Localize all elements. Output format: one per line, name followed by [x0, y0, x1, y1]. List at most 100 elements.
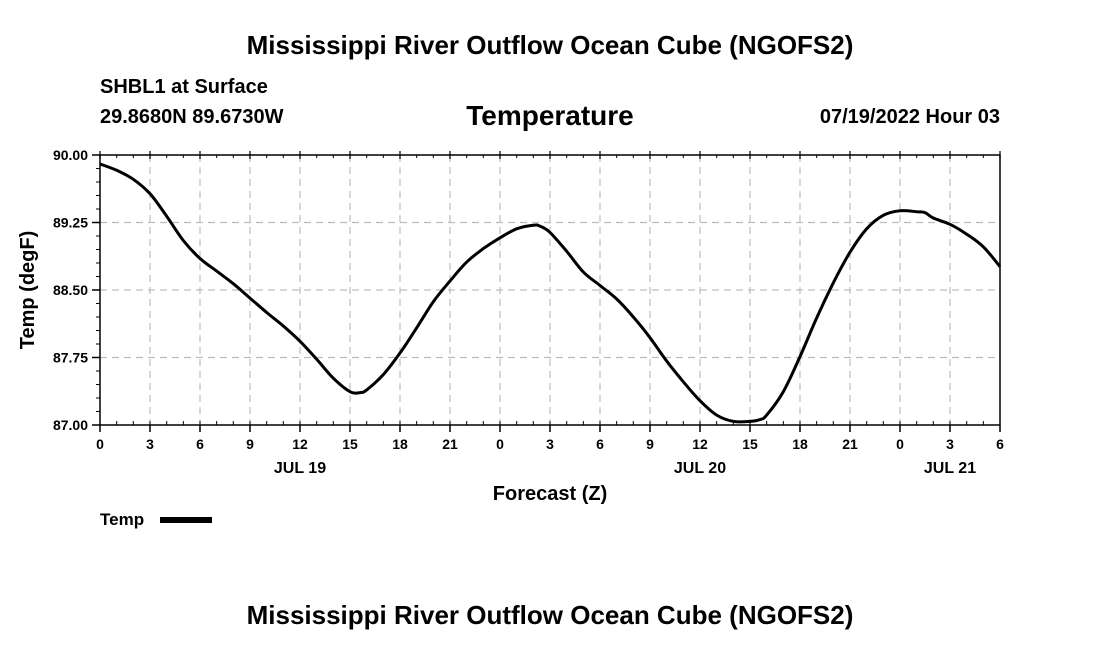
- temp-data-point: [532, 224, 535, 227]
- x-tick-label: 6: [196, 436, 204, 452]
- x-tick-label: 9: [646, 436, 654, 452]
- x-tick-label: 12: [692, 436, 708, 452]
- temp-data-point: [182, 239, 185, 242]
- temp-data-point: [359, 391, 362, 394]
- plot-title: Temperature: [466, 100, 634, 131]
- temp-data-point: [615, 298, 618, 301]
- x-tick-label: 21: [442, 436, 458, 452]
- y-axis-title: Temp (degF): [17, 231, 39, 350]
- temp-data-point: [115, 169, 118, 172]
- temp-data-point: [832, 281, 835, 284]
- coordinates-label: 29.8680N 89.6730W: [100, 106, 284, 128]
- temp-data-point: [382, 373, 385, 376]
- day-label: JUL 21: [924, 460, 976, 477]
- x-tick-label: 0: [896, 436, 904, 452]
- temp-data-point: [849, 251, 852, 254]
- x-tick-labels: 0 3 6 9 12 15 18 21 0 3 6 9 12 15 18 21 0 3 6: [96, 436, 1004, 452]
- legend-label: Temp: [100, 510, 144, 529]
- footer-title: Mississippi River Outflow Ocean Cube (NG…: [246, 600, 854, 630]
- temp-data-point: [949, 223, 952, 226]
- temp-data-point: [515, 227, 518, 230]
- temp-data-point: [599, 284, 602, 287]
- x-tick-label: 21: [842, 436, 858, 452]
- temp-data-point: [365, 388, 368, 391]
- temp-data-point: [432, 300, 435, 303]
- plot-frame: [99, 154, 1001, 426]
- temp-data-point: [449, 280, 452, 283]
- temp-data-point: [924, 211, 927, 214]
- temp-data-point: [232, 282, 235, 285]
- y-tick-labels: 87.00 87.75 88.50 89.25 90.00: [53, 147, 88, 433]
- temp-data-point: [349, 390, 352, 393]
- temp-data-point: [682, 380, 685, 383]
- temp-data-point: [465, 261, 468, 264]
- temp-data-point: [865, 227, 868, 230]
- y-tick-label: 87.75: [53, 350, 88, 366]
- temp-data-point: [282, 325, 285, 328]
- x-tick-label: 15: [342, 436, 358, 452]
- x-tick-label: 18: [792, 436, 808, 452]
- temp-data-point: [149, 192, 152, 195]
- temp-data-point: [299, 340, 302, 343]
- x-tick-label: 6: [996, 436, 1004, 452]
- temp-data-point: [499, 236, 502, 239]
- main-title: Mississippi River Outflow Ocean Cube (NG…: [246, 30, 854, 60]
- y-tick-label: 90.00: [53, 147, 88, 163]
- grid-lines: [100, 155, 1000, 425]
- temp-data-point: [765, 414, 768, 417]
- temp-data-point: [565, 250, 568, 253]
- timestamp-label: 07/19/2022 Hour 03: [819, 106, 1000, 128]
- temp-data-point: [732, 420, 735, 423]
- temp-data-point: [759, 418, 762, 421]
- temp-data-point: [249, 297, 252, 300]
- temp-data-point: [539, 225, 542, 228]
- station-label: SHBL1 at Surface: [100, 76, 268, 98]
- temp-data-point: [965, 233, 968, 236]
- x-tick-label: 6: [596, 436, 604, 452]
- temp-data-point: [932, 217, 935, 220]
- x-tick-label: 3: [946, 436, 954, 452]
- day-labels: JUL 19 JUL 20 JUL 21: [274, 460, 976, 477]
- temp-data-point: [982, 245, 985, 248]
- y-tick-label: 87.00: [53, 417, 88, 433]
- x-tick-label: 0: [496, 436, 504, 452]
- x-tick-label: 3: [146, 436, 154, 452]
- temp-data-point: [415, 326, 418, 329]
- temp-data-point: [332, 377, 335, 380]
- temp-data-point: [315, 358, 318, 361]
- temp-data-point: [815, 316, 818, 319]
- temp-data-point: [665, 360, 668, 363]
- x-tick-label: 9: [246, 436, 254, 452]
- y-tick-label: 88.50: [53, 282, 88, 298]
- day-label: JUL 20: [674, 460, 726, 477]
- temp-data-point: [215, 270, 218, 273]
- temp-data-point: [782, 390, 785, 393]
- x-tick-label: 12: [292, 436, 308, 452]
- x-tick-label: 0: [96, 436, 104, 452]
- temp-data-point: [549, 231, 552, 234]
- temp-data-point: [649, 336, 652, 339]
- temp-data-point: [915, 210, 918, 213]
- x-axis-title: Forecast (Z): [493, 483, 607, 505]
- temp-data-point: [399, 352, 402, 355]
- x-tick-label: 15: [742, 436, 758, 452]
- temp-data-point: [749, 420, 752, 423]
- axis-ticks: [92, 151, 1001, 432]
- y-tick-label: 89.25: [53, 215, 88, 231]
- day-label: JUL 19: [274, 460, 326, 477]
- temp-data-point: [482, 247, 485, 250]
- temp-data-point: [99, 163, 102, 166]
- temp-data-point: [882, 214, 885, 217]
- temp-data-point: [132, 178, 135, 181]
- temp-series-line: [99, 162, 1002, 424]
- temp-data-point: [582, 271, 585, 274]
- temp-data-point: [265, 311, 268, 314]
- temp-data-point: [632, 316, 635, 319]
- x-tick-label: 18: [392, 436, 408, 452]
- temp-data-point: [199, 257, 202, 260]
- temp-data-point: [165, 215, 168, 218]
- temp-data-point: [699, 399, 702, 402]
- temp-data-point: [999, 265, 1002, 268]
- temp-data-point: [799, 355, 802, 358]
